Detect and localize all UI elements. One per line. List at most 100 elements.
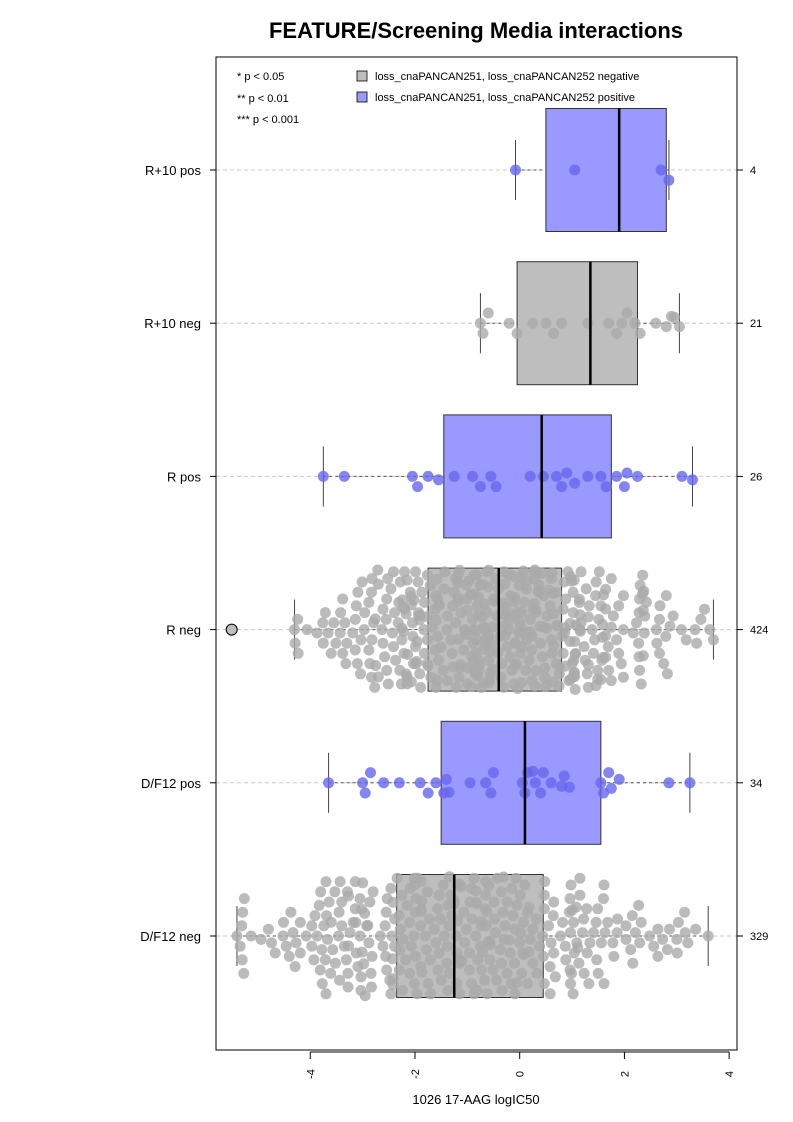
data-point-d-f12-neg (598, 879, 610, 891)
data-point-d-f12-neg (289, 961, 301, 973)
data-point-r-neg (351, 658, 363, 670)
data-point-d-f12-neg (433, 947, 445, 959)
data-point-r-neg (611, 634, 623, 646)
data-point-r-neg (631, 617, 642, 629)
data-point-d-f12-neg (560, 954, 572, 966)
data-point-r-neg (414, 668, 426, 680)
data-point-r-neg (441, 675, 453, 687)
data-point-r-neg (292, 647, 304, 659)
data-point-r-neg (569, 684, 581, 695)
data-point-d-f12-neg (309, 910, 321, 922)
data-point-r-10-neg (511, 327, 523, 339)
data-point-d-f12-neg (463, 964, 475, 976)
x-axis-label: 1026 17-AAG logIC50 (412, 1092, 539, 1107)
data-point-r-neg (369, 681, 381, 693)
data-point-r-neg (340, 658, 352, 670)
data-point-r-neg (526, 630, 538, 642)
data-point-d-f12-pos (613, 773, 625, 785)
data-point-r-neg (441, 610, 453, 622)
data-point-d-f12-neg (416, 895, 428, 907)
data-point-d-f12-neg (359, 990, 371, 1002)
data-point-d-f12-pos (443, 786, 455, 798)
data-point-r-neg (450, 617, 462, 629)
data-point-d-f12-neg (421, 944, 432, 956)
data-point-d-f12-neg (509, 988, 521, 1000)
data-point-r-neg (535, 637, 547, 649)
data-point-d-f12-neg (396, 984, 408, 996)
data-point-d-f12-neg (334, 974, 346, 986)
data-point-d-f12-pos (603, 767, 615, 779)
data-point-d-f12-neg (471, 984, 483, 996)
data-point-r-neg (504, 651, 516, 663)
data-point-d-f12-neg (591, 954, 603, 966)
data-point-r-neg (617, 671, 629, 683)
data-point-r-neg (366, 634, 378, 646)
data-point-d-f12-neg (470, 885, 482, 897)
data-point-r-neg (613, 600, 625, 612)
data-point-d-f12-neg (444, 871, 455, 883)
data-point-r-neg (569, 636, 581, 647)
data-point-d-f12-neg (313, 899, 325, 911)
data-point-r-neg (389, 607, 401, 619)
data-point-r-neg (605, 621, 617, 633)
data-point-r-neg (573, 593, 585, 605)
data-point-d-f12-neg (481, 905, 493, 917)
data-point-d-f12-neg (633, 899, 645, 911)
data-point-r-neg (461, 604, 473, 616)
data-point-d-f12-neg (511, 899, 523, 911)
data-point-r-neg (349, 644, 361, 656)
data-point-d-f12-neg (488, 896, 500, 908)
data-point-d-f12-neg (463, 947, 475, 959)
data-point-r-neg (640, 596, 652, 608)
data-point-r-neg (530, 604, 542, 616)
group-label-r-pos: R pos (167, 469, 201, 484)
data-point-d-f12-pos (414, 777, 426, 789)
data-point-r-neg (453, 671, 465, 683)
data-point-d-f12-neg (394, 944, 406, 956)
data-point-r-10-neg (668, 311, 680, 323)
data-point-r-10-pos (569, 164, 581, 176)
data-point-d-f12-neg (507, 910, 519, 922)
data-point-d-f12-neg (432, 903, 443, 915)
data-point-d-f12-neg (498, 871, 509, 883)
data-point-d-f12-neg (523, 946, 535, 958)
data-point-d-f12-neg (415, 903, 427, 915)
data-point-r-neg (515, 677, 527, 689)
data-point-d-f12-neg (343, 890, 354, 902)
data-point-r-neg (695, 613, 707, 625)
data-point-d-f12-pos (430, 777, 442, 789)
data-point-r-neg (418, 624, 430, 636)
data-point-r-neg (516, 607, 528, 619)
data-point-r-neg (593, 566, 605, 578)
data-point-d-f12-neg (501, 896, 513, 908)
data-point-d-f12-neg (577, 927, 588, 939)
sig-legend-1: * p < 0.05 (237, 71, 284, 83)
data-point-d-f12-pos (527, 765, 539, 777)
group-n-r-neg: 424 (750, 625, 768, 637)
data-point-d-f12-neg (366, 950, 378, 962)
data-point-r-neg (446, 647, 458, 659)
data-point-r-neg (311, 627, 323, 639)
data-point-d-f12-neg (595, 937, 607, 949)
data-point-r-neg (600, 630, 612, 642)
data-point-r-neg (418, 596, 430, 608)
data-point-d-f12-neg (568, 916, 580, 928)
data-point-r-neg (363, 596, 375, 608)
data-point-d-f12-neg (329, 886, 341, 898)
data-point-r-neg (487, 621, 499, 633)
data-point-d-f12-neg (565, 879, 577, 891)
data-point-r-neg (600, 603, 612, 615)
data-point-d-f12-neg (470, 896, 482, 908)
data-point-r-neg (289, 637, 301, 649)
data-point-r-neg (433, 654, 444, 666)
data-point-r-10-neg (673, 321, 685, 333)
data-point-d-f12-neg (495, 886, 507, 898)
data-point-d-f12-neg (496, 984, 508, 996)
data-point-d-f12-neg (365, 967, 377, 979)
data-point-d-f12-neg (481, 988, 493, 1000)
data-point-r-neg (450, 681, 462, 693)
data-point-d-f12-neg (548, 896, 560, 908)
data-point-r-neg (398, 625, 409, 637)
group-label-d-f12-pos: D/F12 pos (141, 776, 201, 791)
data-point-d-f12-pos (485, 787, 497, 799)
